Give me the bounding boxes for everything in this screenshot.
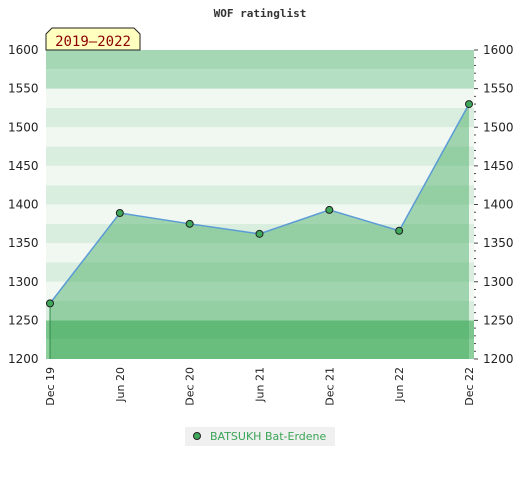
y-tick-label-right: 1400 [483, 198, 514, 212]
x-tick-label: Dec 20 [184, 367, 197, 406]
data-point [115, 208, 124, 217]
grid-band [46, 88, 474, 108]
legend-marker [193, 432, 201, 440]
x-tick-label: Dec 21 [323, 367, 336, 406]
grid-band [46, 339, 474, 359]
y-tick-label-left: 1500 [8, 120, 39, 134]
x-tick-label: Jun 21 [254, 367, 267, 403]
grid-band [46, 320, 474, 340]
grid-band [46, 107, 474, 128]
y-tick-label-right: 1550 [483, 82, 514, 96]
x-tick-label: Dec 19 [44, 367, 57, 406]
series-area [50, 104, 469, 359]
y-tick-label-right: 1250 [483, 313, 514, 327]
data-point [255, 229, 264, 238]
x-axis: Dec 19 Jun 20 Dec 20 Jun 21 Dec 21 Jun 22 Dec … [44, 367, 476, 406]
grid-band [46, 146, 474, 166]
grid-band [46, 262, 474, 282]
y-tick-label-right: 1450 [483, 159, 514, 173]
grid-band [46, 243, 474, 263]
x-tick-label: Dec 22 [463, 367, 476, 406]
y-axis-left: 1200 1250 1300 1350 1400 1450 1500 1550 1600 [8, 43, 39, 366]
grid-band [46, 185, 474, 205]
data-point [325, 205, 334, 214]
data-point [46, 299, 54, 308]
period-badge: 2019–2022 [45, 27, 141, 51]
y-tick-label-left: 1550 [8, 82, 39, 96]
y-tick-label-left: 1300 [8, 275, 39, 289]
grid-band [46, 281, 474, 302]
period-badge-text: 2019–2022 [55, 34, 131, 50]
background-bands [46, 50, 474, 359]
y-tick-label-left: 1450 [8, 159, 39, 173]
y-tick-label-left: 1250 [8, 313, 39, 327]
grid-band [46, 50, 474, 70]
grid-band [46, 301, 474, 321]
area-layer [49, 104, 469, 359]
y-tick-label-left: 1600 [8, 43, 39, 57]
y-tick-label-right: 1200 [483, 352, 514, 366]
grid-band [46, 69, 474, 89]
data-point [465, 100, 473, 109]
y-axis-right: 1200 1250 1300 1350 1400 1450 1500 1550 1600 [474, 43, 514, 366]
y-tick-label-left: 1200 [8, 352, 39, 366]
y-tick-label-right: 1350 [483, 236, 514, 250]
data-point [395, 226, 404, 235]
y-tick-label-left: 1400 [8, 198, 39, 212]
y-tick-label-right: 1500 [483, 120, 514, 134]
y-tick-label-right: 1600 [483, 43, 514, 57]
data-point [185, 219, 194, 228]
grid-band [46, 127, 474, 147]
chart-title: WOF ratinglist [214, 7, 307, 20]
x-tick-label: Jun 22 [393, 367, 406, 403]
grid-band [46, 204, 474, 224]
x-tick-label: Jun 20 [114, 367, 127, 403]
y-tick-label-left: 1350 [8, 236, 39, 250]
grid-band [46, 165, 474, 186]
legend: BATSUKH Bat-Erdene [185, 427, 335, 446]
y-tick-label-right: 1300 [483, 275, 514, 289]
legend-label: BATSUKH Bat-Erdene [210, 430, 327, 443]
marker-layer [46, 100, 473, 308]
